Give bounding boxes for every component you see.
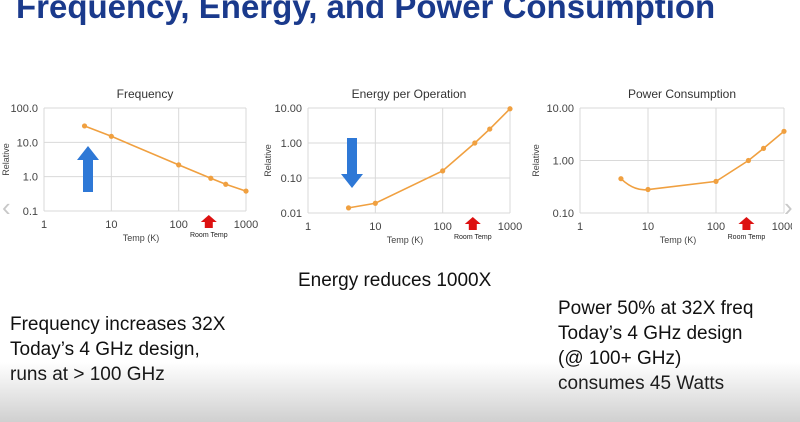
data-point (208, 175, 214, 181)
data-point (618, 176, 624, 182)
y-tick-label: 1.00 (553, 156, 574, 168)
room-temp-label: Room Temp (728, 234, 766, 241)
slide-title: Frequency, Energy, and Power Consumption (16, 0, 716, 25)
x-tick-label: 1 (41, 219, 47, 231)
power-text-line: consumes 45 Watts (558, 373, 725, 394)
power-text-line: (@ 100+ GHz) (558, 348, 682, 369)
room-temp-label: Room Temp (454, 234, 492, 241)
x-axis-label: Temp (K) (387, 235, 424, 245)
y-tick-label: 0.10 (553, 208, 574, 220)
previous-slide-icon[interactable]: ‹ (2, 192, 11, 222)
y-axis-label: Relative (1, 143, 11, 176)
room-temp-arrow-icon (200, 215, 217, 228)
x-tick-label: 1000 (772, 221, 792, 233)
data-point (81, 123, 88, 129)
frequency-chart: Frequency 100.0 10.0 1.0 0.11 10 100 1000 Temp (… (1, 87, 258, 243)
y-tick-label: 10.00 (274, 103, 302, 115)
data-point (645, 186, 651, 193)
data-point (176, 162, 182, 168)
data-point (713, 178, 719, 184)
power-text-line: Today’s 4 GHz design (558, 323, 743, 344)
data-point (487, 126, 493, 132)
frequency-text-line: Frequency increases 32X (10, 314, 226, 335)
y-tick-label: 10.00 (546, 103, 574, 115)
power-text-block: Power 50% at 32X freq Today’s 4 GHz desi… (558, 296, 753, 396)
data-point (745, 157, 752, 164)
power-chart: Power Consumption 10.00 1.00 0.101 10 100 1000… (531, 87, 792, 245)
x-tick-label: 1 (305, 221, 311, 233)
x-axis-label: Temp (K) (660, 235, 697, 245)
x-tick-label: 10 (105, 219, 117, 231)
x-tick-label: 1000 (498, 221, 522, 233)
y-tick-label: 1.00 (281, 138, 302, 150)
data-point (223, 181, 229, 187)
chart-title: Energy per Operation (352, 87, 467, 101)
data-point (507, 106, 513, 112)
data-point (372, 200, 378, 206)
x-tick-label: 10 (642, 221, 654, 233)
y-tick-label: 0.1 (23, 206, 38, 218)
power-text-line: Power 50% at 32X freq (558, 298, 754, 319)
frequency-text-line: runs at > 100 GHz (10, 364, 165, 385)
series-line (84, 125, 247, 192)
chart-title: Frequency (117, 87, 174, 101)
next-slide-icon[interactable]: › (784, 192, 793, 222)
y-axis-label: Relative (263, 144, 273, 177)
series-line (348, 108, 511, 209)
x-tick-label: 100 (707, 221, 725, 233)
y-axis-label: Relative (531, 144, 541, 177)
chart-title: Power Consumption (628, 87, 736, 101)
data-point (472, 140, 478, 146)
data-point (760, 145, 767, 152)
energy-chart: Energy per Operation 10.00 1.00 0.10 0.011 10… (263, 87, 522, 245)
data-point (108, 133, 114, 139)
x-tick-label: 1000 (234, 219, 258, 231)
room-temp-arrow-icon (464, 217, 481, 230)
y-tick-label: 0.01 (281, 208, 302, 220)
y-tick-label: 100.0 (10, 103, 38, 115)
y-tick-label: 1.0 (23, 172, 38, 184)
energy-caption: Energy reduces 1000X (298, 270, 492, 291)
y-tick-label: 0.10 (281, 173, 302, 185)
x-tick-label: 100 (169, 219, 187, 231)
data-point (243, 188, 249, 194)
x-tick-label: 10 (369, 221, 381, 233)
room-temp-label: Room Temp (190, 232, 228, 239)
data-point (781, 128, 787, 134)
arrow-down-icon (341, 138, 363, 188)
x-tick-label: 100 (433, 221, 451, 233)
data-point (345, 205, 352, 211)
arrow-up-icon (77, 146, 99, 192)
x-axis-label: Temp (K) (123, 233, 160, 243)
frequency-text-block: Frequency increases 32X Today’s 4 GHz de… (10, 312, 225, 387)
x-tick-label: 1 (577, 221, 583, 233)
room-temp-arrow-icon (738, 217, 755, 230)
y-tick-label: 10.0 (17, 137, 38, 149)
data-point (440, 168, 446, 174)
frequency-text-line: Today’s 4 GHz design, (10, 339, 200, 360)
